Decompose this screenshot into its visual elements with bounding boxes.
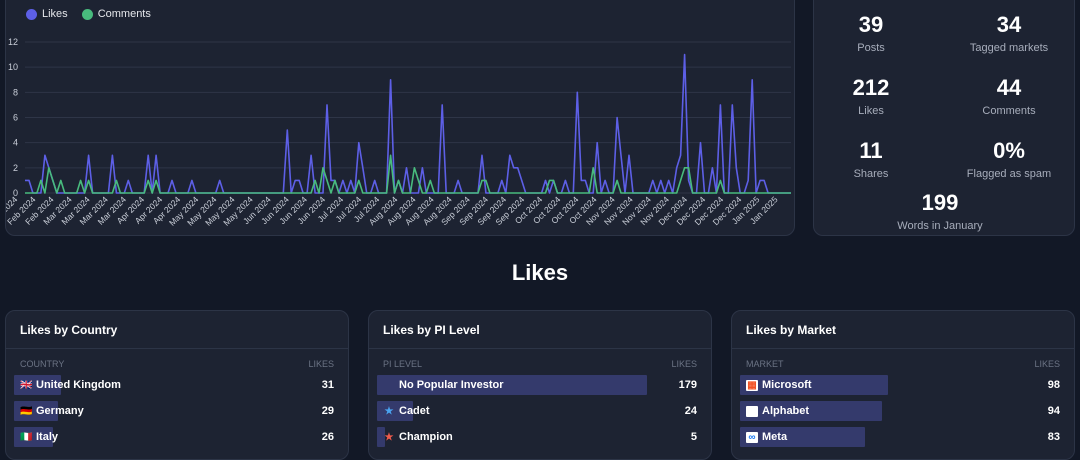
stat-label: Flagged as spam bbox=[966, 168, 1052, 180]
column-header-likes: Likes bbox=[308, 359, 334, 369]
value-bar bbox=[14, 375, 61, 395]
stat-label: Comments bbox=[982, 105, 1036, 117]
table-row[interactable]: ▦ Microsoft 98 bbox=[740, 375, 1060, 395]
stat-value: 0% bbox=[993, 138, 1025, 163]
column-header-likes: Likes bbox=[1034, 359, 1060, 369]
stat-tagged-markets: 34 Tagged markets bbox=[944, 12, 1074, 54]
column-headers: Country Likes bbox=[6, 359, 348, 369]
series-line-likes bbox=[25, 53, 791, 194]
value-bar bbox=[14, 401, 58, 421]
stat-value: 39 bbox=[858, 12, 884, 37]
row-value: 98 bbox=[1047, 379, 1060, 391]
alphabet-logo-icon: ▬ bbox=[746, 405, 758, 417]
column-headers: Market Likes bbox=[732, 359, 1074, 369]
row-label: Meta bbox=[762, 431, 788, 443]
table-card-likes-by-pi-level: Likes by PI Level PI Level Likes No Popul… bbox=[368, 310, 712, 460]
stat-likes: 212 Likes bbox=[806, 75, 936, 117]
star-icon: ★ bbox=[384, 405, 394, 417]
row-value: 29 bbox=[321, 405, 334, 417]
row-value: 24 bbox=[684, 405, 697, 417]
row-label: Italy bbox=[36, 431, 59, 443]
y-tick-label: 2 bbox=[13, 163, 18, 173]
chart-legend: Likes Comments bbox=[26, 8, 151, 20]
value-bar bbox=[740, 375, 888, 395]
table-row[interactable]: 🇩🇪 Germany 29 bbox=[14, 401, 334, 421]
value-bar bbox=[377, 401, 414, 421]
row-label: Germany bbox=[36, 405, 84, 417]
table-row[interactable]: 🇮🇹 Italy 26 bbox=[14, 427, 334, 447]
card-title: Likes by Country bbox=[6, 311, 348, 349]
row-label: Alphabet bbox=[762, 405, 810, 417]
section-title: Likes bbox=[511, 260, 569, 285]
y-tick-label: 10 bbox=[8, 62, 18, 72]
row-label: United Kingdom bbox=[36, 379, 121, 391]
row-value: 5 bbox=[690, 431, 697, 443]
stat-label: Tagged markets bbox=[969, 42, 1049, 54]
row-value: 179 bbox=[678, 379, 697, 391]
stat-flagged-as-spam: 0% Flagged as spam bbox=[944, 138, 1074, 180]
stat-value: 34 bbox=[996, 12, 1022, 37]
table-row[interactable]: ★ Cadet 24 bbox=[377, 401, 697, 421]
stat-value: 44 bbox=[996, 75, 1022, 100]
column-header-likes: Likes bbox=[671, 359, 697, 369]
table-row[interactable]: 🇬🇧 United Kingdom 31 bbox=[14, 375, 334, 395]
y-tick-label: 0 bbox=[13, 188, 18, 198]
column-headers: PI Level Likes bbox=[369, 359, 711, 369]
table-row[interactable]: ★ Champion 5 bbox=[377, 427, 697, 447]
stats-card: 39 Posts 34 Tagged markets 212 Likes 44 Comment… bbox=[813, 0, 1075, 236]
stat-comments: 44 Comments bbox=[944, 75, 1074, 117]
spacer bbox=[383, 380, 395, 391]
row-value: 94 bbox=[1047, 405, 1060, 417]
row-value: 83 bbox=[1047, 431, 1060, 443]
value-bar bbox=[740, 401, 882, 421]
stat-label: Posts bbox=[857, 42, 885, 54]
likes-dot-icon bbox=[26, 8, 37, 20]
flag-germany-icon: 🇩🇪 bbox=[20, 405, 33, 417]
microsoft-logo-icon: ▦ bbox=[746, 379, 758, 391]
y-tick-label: 8 bbox=[13, 87, 18, 97]
comments-dot-icon bbox=[81, 8, 93, 20]
column-header-name: Market bbox=[746, 359, 784, 369]
stat-label: Likes bbox=[858, 105, 884, 117]
flag-uk-icon: 🇬🇧 bbox=[20, 379, 33, 391]
table-card-likes-by-market: Likes by Market Market Likes ▦ Microsoft 9… bbox=[731, 310, 1075, 460]
card-title: Likes by Market bbox=[732, 311, 1074, 349]
y-tick-label: 12 bbox=[8, 37, 18, 47]
stat-value: 212 bbox=[852, 75, 890, 100]
row-label: Cadet bbox=[399, 405, 430, 417]
row-label: No Popular Investor bbox=[399, 379, 504, 391]
stat-label: Shares bbox=[853, 168, 889, 180]
stat-shares: 11 Shares bbox=[806, 138, 936, 180]
stat-value: 199 bbox=[921, 190, 959, 215]
legend-comments[interactable]: Comments bbox=[81, 8, 151, 20]
series-line-comments bbox=[25, 154, 791, 194]
star-icon: ★ bbox=[384, 431, 394, 443]
stat-posts: 39 Posts bbox=[806, 12, 936, 54]
y-tick-label: 6 bbox=[13, 113, 18, 123]
meta-logo-icon: ∞ bbox=[746, 431, 758, 443]
legend-likes[interactable]: Likes bbox=[26, 8, 68, 20]
stat-value: 11 bbox=[859, 138, 883, 163]
value-bar bbox=[377, 375, 648, 395]
card-title: Likes by PI Level bbox=[369, 311, 711, 349]
column-header-name: Country bbox=[20, 359, 65, 369]
stat-label: Words in January bbox=[897, 220, 983, 232]
row-value: 31 bbox=[321, 379, 334, 391]
y-tick-label: 4 bbox=[13, 138, 18, 148]
flag-italy-icon: 🇮🇹 bbox=[20, 431, 33, 443]
table-row[interactable]: ∞ Meta 83 bbox=[740, 427, 1060, 447]
column-header-name: PI Level bbox=[383, 359, 423, 369]
value-bar bbox=[377, 427, 385, 447]
table-card-likes-by-country: Likes by Country Country Likes 🇬🇧 United K… bbox=[5, 310, 349, 460]
table-row[interactable]: ▬ Alphabet 94 bbox=[740, 401, 1060, 421]
row-label: Champion bbox=[399, 431, 453, 443]
row-label: Microsoft bbox=[762, 379, 812, 391]
row-value: 26 bbox=[321, 431, 334, 443]
table-row[interactable]: No Popular Investor 179 bbox=[377, 375, 697, 395]
stat-words-in-january: 199 Words in January bbox=[875, 190, 1005, 232]
